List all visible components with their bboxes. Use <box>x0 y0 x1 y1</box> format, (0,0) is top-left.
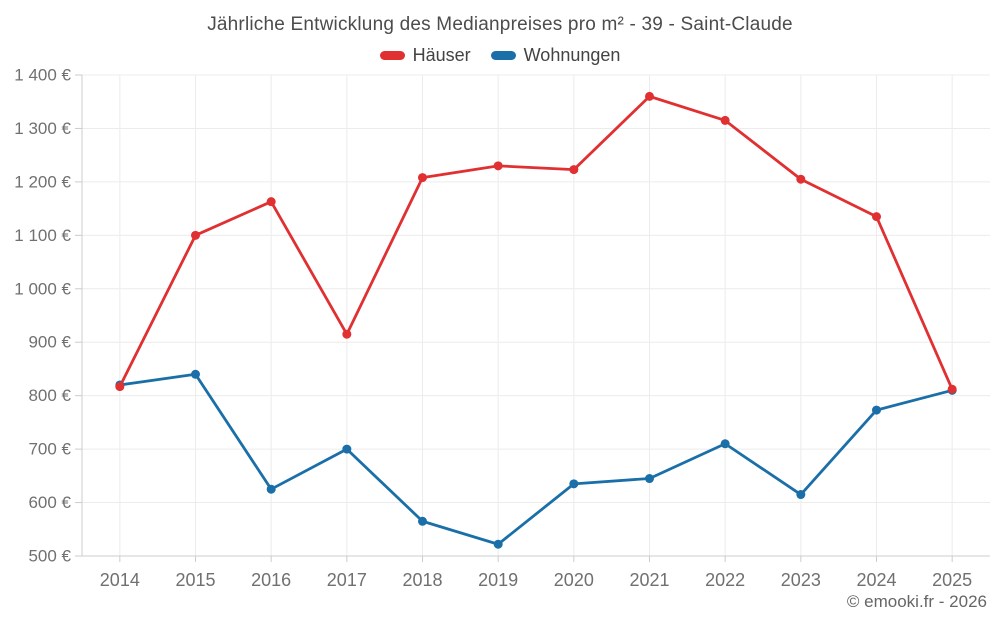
x-tick-label: 2023 <box>781 570 821 590</box>
legend-item-haeuser[interactable]: Häuser <box>379 45 471 66</box>
data-point-wohnungen-2015 <box>191 369 200 379</box>
legend-item-wohnungen[interactable]: Wohnungen <box>490 45 621 66</box>
data-point-haeuser-2017 <box>342 329 352 339</box>
x-tick-label: 2025 <box>932 570 972 590</box>
legend-label-haeuser: Häuser <box>412 45 471 65</box>
data-point-haeuser-2022 <box>720 115 730 125</box>
data-point-wohnungen-2017 <box>342 444 352 454</box>
data-point-haeuser-2018 <box>418 173 427 183</box>
data-point-wohnungen-2024 <box>872 405 881 415</box>
data-point-haeuser-2023 <box>796 174 806 184</box>
data-point-haeuser-2014 <box>115 382 125 392</box>
data-point-haeuser-2016 <box>266 197 276 207</box>
y-tick-label: 1 100 € <box>14 226 71 245</box>
data-point-haeuser-2025 <box>947 384 957 394</box>
series-line-haeuser <box>118 94 954 391</box>
x-tick-label: 2021 <box>629 570 669 590</box>
y-tick-label: 800 € <box>28 386 71 405</box>
chart-title: Jährliche Entwicklung des Medianpreises … <box>207 14 793 35</box>
y-tick-label: 500 € <box>28 547 71 566</box>
data-point-wohnungen-2016 <box>266 484 276 494</box>
series-line-wohnungen <box>118 372 954 546</box>
data-point-wohnungen-2023 <box>796 490 806 500</box>
y-tick-label: 1 400 € <box>14 66 71 85</box>
y-tick-label: 600 € <box>28 493 71 512</box>
data-point-wohnungen-2020 <box>569 479 579 489</box>
data-point-haeuser-2019 <box>493 161 503 171</box>
x-tick-label: 2019 <box>478 570 518 590</box>
data-point-haeuser-2015 <box>191 230 200 240</box>
data-point-wohnungen-2022 <box>720 439 730 449</box>
x-tick-label: 2022 <box>705 570 745 590</box>
y-tick-label: 700 € <box>28 440 71 459</box>
x-tick-label: 2024 <box>856 570 896 590</box>
chart-legend: Häuser Wohnungen <box>0 45 1000 66</box>
x-tick-label: 2016 <box>251 570 291 590</box>
legend-swatch-haeuser <box>379 51 405 60</box>
x-tick-label: 2020 <box>554 570 594 590</box>
data-point-wohnungen-2018 <box>418 516 427 526</box>
data-point-wohnungen-2021 <box>645 474 654 484</box>
data-point-haeuser-2021 <box>645 91 654 101</box>
y-tick-label: 1 200 € <box>14 172 71 191</box>
y-tick-label: 1 300 € <box>14 119 71 138</box>
copyright-text: © emooki.fr - 2026 <box>846 592 987 611</box>
y-tick-label: 1 000 € <box>14 279 71 298</box>
x-tick-label: 2015 <box>175 570 215 590</box>
x-tick-label: 2017 <box>327 570 367 590</box>
data-point-wohnungen-2019 <box>493 539 503 549</box>
legend-swatch-wohnungen <box>490 51 516 60</box>
data-point-haeuser-2024 <box>872 212 881 222</box>
legend-label-wohnungen: Wohnungen <box>523 45 621 65</box>
y-tick-label: 900 € <box>28 333 71 352</box>
x-tick-label: 2018 <box>402 570 442 590</box>
data-point-haeuser-2020 <box>569 165 579 175</box>
x-tick-label: 2014 <box>100 570 140 590</box>
